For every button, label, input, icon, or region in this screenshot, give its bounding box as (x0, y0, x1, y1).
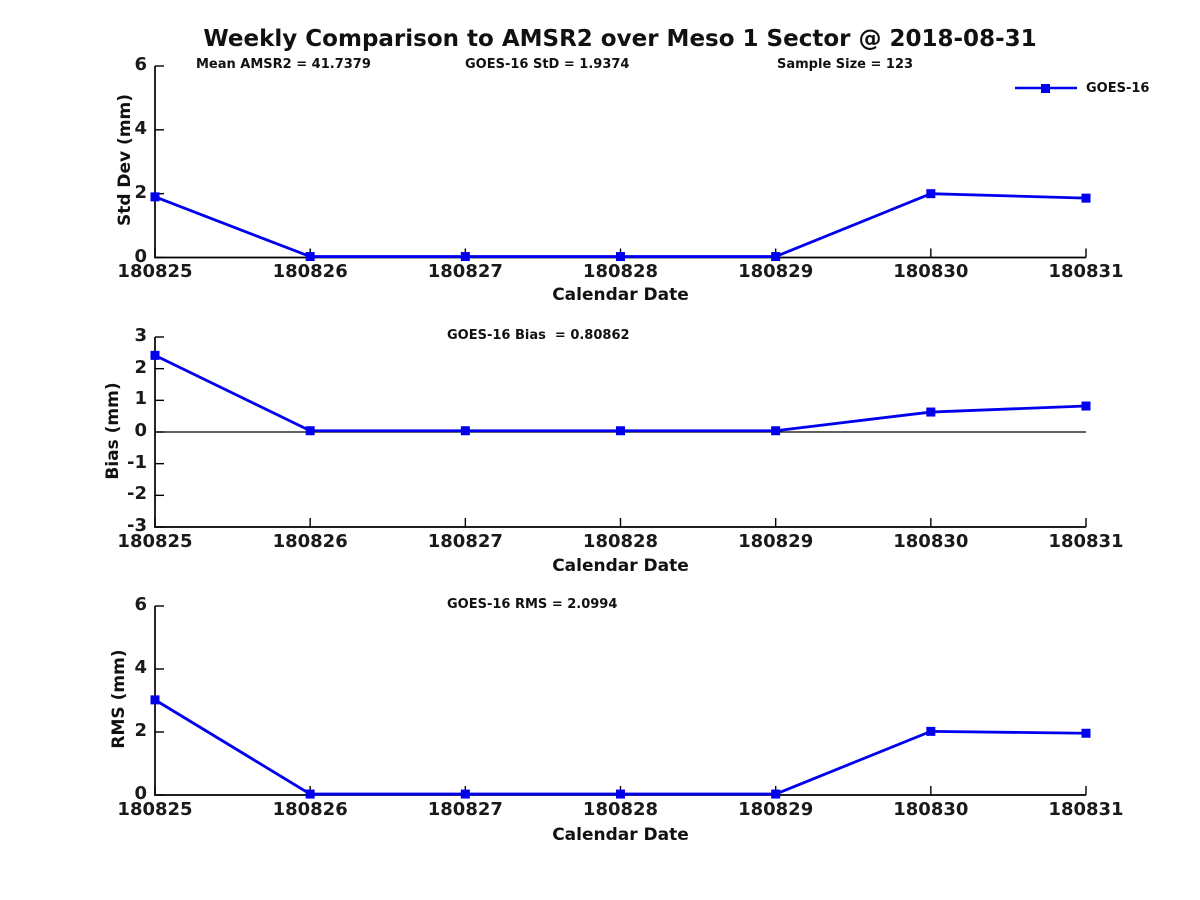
y-tick-label: 0 (134, 420, 147, 441)
x-tick-label: 180831 (1048, 799, 1124, 820)
data-point-marker (460, 426, 470, 436)
data-point-marker (305, 789, 315, 799)
data-point-marker (926, 407, 936, 417)
annotation-mean-amsr2: Mean AMSR2 = 41.7379 (196, 57, 371, 72)
data-point-marker (305, 426, 315, 436)
x-tick-label: 180830 (893, 799, 969, 820)
y-tick-label: 3 (134, 325, 147, 346)
data-point-marker (926, 726, 936, 736)
x-tick-label: 180831 (1048, 261, 1124, 282)
x-tick-label: 180827 (427, 799, 503, 820)
data-point-marker (460, 252, 470, 262)
x-tick-label: 180828 (582, 799, 659, 820)
y-tick-label: 1 (134, 388, 147, 410)
data-point-marker (150, 350, 160, 360)
x-tick-label: 180826 (272, 261, 348, 282)
data-point-marker (771, 789, 781, 799)
legend-line-marker-icon (1015, 84, 1077, 93)
x-tick-label: 180830 (893, 531, 969, 552)
y-tick-label: 2 (134, 181, 147, 203)
axis-line (154, 606, 1086, 796)
x-tick-label: 180825 (117, 531, 193, 552)
data-point-marker (1081, 728, 1091, 738)
x-tick-label: 180828 (582, 261, 659, 282)
data-line (154, 192, 1087, 258)
x-tick-label: 180826 (272, 531, 348, 552)
data-point-marker (771, 252, 781, 262)
y-axis-label-std-dev: Std Dev (mm) (115, 93, 135, 227)
legend: GOES-16 (1014, 79, 1149, 97)
annotation-sample-size: Sample Size = 123 (777, 57, 914, 72)
x-axis-label-calendar-date: Calendar Date (552, 825, 689, 845)
x-tick-label: 180831 (1048, 531, 1124, 552)
x-axis-label-calendar-date: Calendar Date (552, 285, 689, 305)
data-point-marker (616, 426, 625, 436)
annotation-goes16-std: GOES-16 StD = 1.9374 (465, 57, 630, 72)
y-tick-label: 2 (134, 356, 147, 378)
x-tick-label: 180825 (117, 261, 193, 282)
annotation-goes16-rms: GOES-16 RMS = 2.0994 (447, 597, 618, 612)
x-tick-label: 180825 (117, 799, 193, 820)
y-tick-label: 0 (134, 783, 147, 804)
data-point-marker (150, 695, 160, 705)
y-axis-label-rms: RMS (mm) (109, 649, 129, 749)
x-axis-label-calendar-date: Calendar Date (552, 556, 689, 576)
data-point-marker (150, 192, 160, 202)
annotation-goes16-bias: GOES-16 Bias = 0.80862 (447, 328, 630, 343)
data-point-marker (1081, 193, 1091, 203)
data-point-marker (926, 189, 936, 199)
y-tick-label: 0 (134, 245, 147, 267)
y-tick-label: 4 (134, 657, 147, 678)
data-point-marker (616, 789, 625, 799)
x-tick-label: 180830 (893, 261, 969, 282)
figure-title: Weekly Comparison to AMSR2 over Meso 1 S… (203, 26, 1037, 52)
y-tick-label: 6 (134, 594, 147, 615)
x-tick-label: 180826 (272, 799, 348, 820)
data-point-marker (305, 252, 315, 262)
x-tick-label: 180829 (738, 261, 814, 282)
x-tick-label: 180829 (738, 531, 814, 552)
y-tick-label: 6 (134, 54, 147, 75)
data-point-marker (771, 426, 781, 436)
data-line (154, 354, 1087, 433)
x-tick-label: 180827 (427, 261, 503, 282)
x-tick-label: 180828 (582, 531, 659, 552)
data-line (154, 698, 1087, 796)
y-tick-label: 2 (134, 720, 147, 741)
data-point-marker (616, 252, 625, 262)
x-tick-label: 180827 (427, 531, 503, 552)
y-tick-label: -2 (127, 483, 147, 505)
y-tick-label: -1 (127, 451, 147, 473)
data-point-marker (1081, 401, 1091, 411)
y-tick-label: 4 (134, 117, 147, 139)
axis-line (154, 66, 1086, 259)
data-point-marker (460, 789, 470, 799)
legend-label: GOES-16 (1086, 80, 1150, 96)
y-tick-label: -3 (127, 515, 147, 536)
x-tick-label: 180829 (738, 799, 814, 820)
